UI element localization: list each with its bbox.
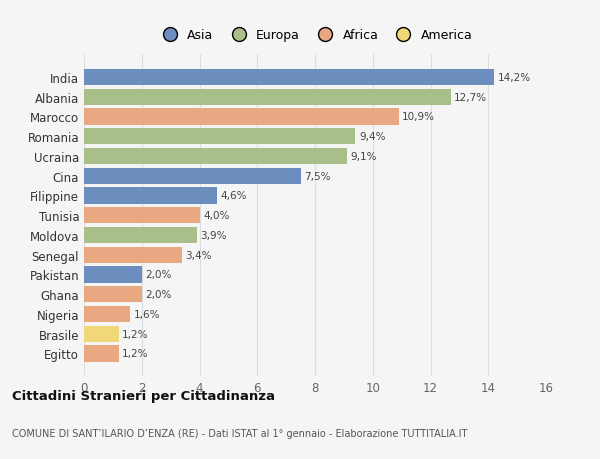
- Bar: [84, 346, 119, 362]
- Bar: [84, 70, 494, 86]
- Legend: Asia, Europa, Africa, America: Asia, Europa, Africa, America: [152, 24, 478, 47]
- Bar: [84, 227, 197, 244]
- Text: 9,4%: 9,4%: [359, 132, 385, 142]
- Text: 3,4%: 3,4%: [185, 250, 212, 260]
- Text: 14,2%: 14,2%: [497, 73, 530, 83]
- Bar: [84, 267, 142, 283]
- Text: 10,9%: 10,9%: [402, 112, 435, 122]
- Text: COMUNE DI SANT’ILARIO D’ENZA (RE) - Dati ISTAT al 1° gennaio - Elaborazione TUTT: COMUNE DI SANT’ILARIO D’ENZA (RE) - Dati…: [12, 428, 467, 438]
- Text: 4,0%: 4,0%: [203, 211, 229, 221]
- Text: 1,2%: 1,2%: [122, 349, 149, 358]
- Bar: [84, 247, 182, 263]
- Text: 4,6%: 4,6%: [220, 191, 247, 201]
- Bar: [84, 207, 199, 224]
- Text: 3,9%: 3,9%: [200, 230, 227, 241]
- Text: 2,0%: 2,0%: [145, 270, 172, 280]
- Text: 1,2%: 1,2%: [122, 329, 149, 339]
- Bar: [84, 306, 130, 322]
- Text: 1,6%: 1,6%: [134, 309, 160, 319]
- Bar: [84, 286, 142, 302]
- Bar: [84, 129, 355, 145]
- Bar: [84, 188, 217, 204]
- Text: 12,7%: 12,7%: [454, 92, 487, 102]
- Text: 7,5%: 7,5%: [304, 171, 331, 181]
- Bar: [84, 109, 399, 125]
- Bar: [84, 168, 301, 185]
- Bar: [84, 149, 347, 165]
- Bar: [84, 90, 451, 106]
- Bar: [84, 326, 119, 342]
- Text: Cittadini Stranieri per Cittadinanza: Cittadini Stranieri per Cittadinanza: [12, 389, 275, 403]
- Text: 2,0%: 2,0%: [145, 290, 172, 300]
- Text: 9,1%: 9,1%: [350, 151, 377, 162]
